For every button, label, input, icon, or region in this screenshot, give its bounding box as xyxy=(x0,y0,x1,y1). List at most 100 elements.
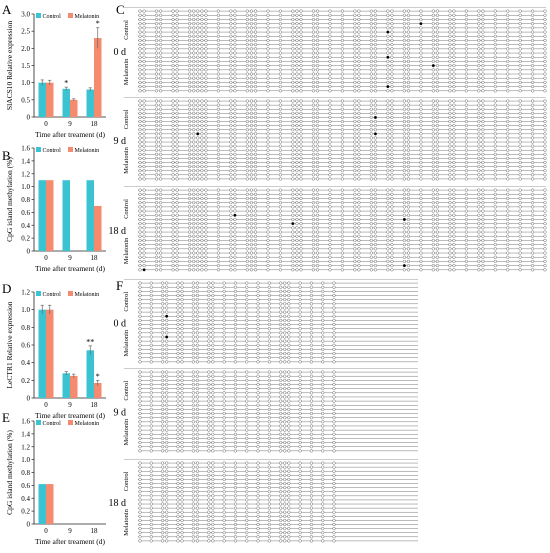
unmethylated-cpg-marker xyxy=(176,327,180,331)
unmethylated-cpg-marker xyxy=(311,38,315,42)
unmethylated-cpg-marker xyxy=(154,160,159,165)
unmethylated-cpg-marker xyxy=(233,465,237,469)
unmethylated-cpg-marker xyxy=(245,382,249,387)
unmethylated-cpg-marker xyxy=(332,395,336,399)
unmethylated-cpg-marker xyxy=(311,51,315,55)
unmethylated-cpg-marker xyxy=(287,514,291,518)
unmethylated-cpg-marker xyxy=(298,535,302,539)
unmethylated-cpg-marker xyxy=(493,43,497,47)
legend-label: Control xyxy=(43,292,62,298)
unmethylated-cpg-marker xyxy=(493,9,497,13)
unmethylated-cpg-marker xyxy=(200,255,204,259)
unmethylated-cpg-marker xyxy=(204,111,208,115)
unmethylated-cpg-marker xyxy=(267,428,271,432)
unmethylated-cpg-marker xyxy=(256,323,260,327)
unmethylated-cpg-marker xyxy=(321,535,325,539)
unmethylated-cpg-marker xyxy=(138,230,142,234)
unmethylated-cpg-marker xyxy=(222,531,226,535)
unmethylated-cpg-marker xyxy=(196,148,200,152)
unmethylated-cpg-marker xyxy=(207,514,211,518)
unmethylated-cpg-marker xyxy=(448,76,452,80)
unmethylated-cpg-marker xyxy=(357,259,361,263)
unmethylated-cpg-marker xyxy=(278,217,282,221)
timepoint-label: 18 d xyxy=(109,498,127,509)
unmethylated-cpg-marker xyxy=(222,327,226,331)
unmethylated-cpg-marker xyxy=(321,306,325,310)
unmethylated-cpg-marker xyxy=(229,226,233,230)
unmethylated-cpg-marker xyxy=(332,428,336,432)
unmethylated-cpg-marker xyxy=(233,298,237,302)
unmethylated-cpg-marker xyxy=(256,469,260,473)
unmethylated-cpg-marker xyxy=(266,209,270,213)
unmethylated-cpg-marker xyxy=(402,13,406,17)
unmethylated-cpg-marker xyxy=(180,343,184,347)
unmethylated-cpg-marker xyxy=(328,132,332,136)
unmethylated-cpg-marker xyxy=(138,374,142,378)
unmethylated-cpg-marker xyxy=(245,473,249,477)
unmethylated-cpg-marker xyxy=(188,34,192,38)
unmethylated-cpg-marker xyxy=(493,128,497,132)
unmethylated-cpg-marker xyxy=(448,17,452,22)
unmethylated-cpg-marker xyxy=(188,234,192,238)
unmethylated-cpg-marker xyxy=(543,165,547,169)
unmethylated-cpg-marker xyxy=(283,356,287,360)
legend-swatch-melatonin xyxy=(68,291,73,296)
unmethylated-cpg-marker xyxy=(390,13,394,17)
unmethylated-cpg-marker xyxy=(518,68,522,72)
unmethylated-cpg-marker xyxy=(452,103,456,107)
unmethylated-cpg-marker xyxy=(406,234,410,238)
unmethylated-cpg-marker xyxy=(196,160,200,165)
unmethylated-cpg-marker xyxy=(291,80,295,84)
unmethylated-cpg-marker xyxy=(279,502,283,506)
unmethylated-cpg-marker xyxy=(142,107,146,111)
unmethylated-cpg-marker xyxy=(196,124,200,128)
unmethylated-cpg-marker xyxy=(245,424,249,428)
unmethylated-cpg-marker xyxy=(229,268,233,272)
unmethylated-cpg-marker xyxy=(192,99,196,103)
unmethylated-cpg-marker xyxy=(176,477,180,481)
unmethylated-cpg-marker xyxy=(291,72,295,76)
unmethylated-cpg-marker xyxy=(373,188,377,192)
unmethylated-cpg-marker xyxy=(309,331,313,335)
unmethylated-cpg-marker xyxy=(287,339,291,343)
unmethylated-cpg-marker xyxy=(298,465,302,469)
unmethylated-cpg-marker xyxy=(216,17,220,22)
unmethylated-cpg-marker xyxy=(493,132,497,136)
unmethylated-cpg-marker xyxy=(298,339,302,343)
unmethylated-cpg-marker xyxy=(254,222,258,226)
unmethylated-cpg-marker xyxy=(176,347,180,351)
unmethylated-cpg-marker xyxy=(254,156,258,160)
unmethylated-cpg-marker xyxy=(204,268,208,272)
unmethylated-cpg-marker xyxy=(357,173,361,177)
unmethylated-cpg-marker xyxy=(188,22,192,26)
unmethylated-cpg-marker xyxy=(165,441,169,445)
unmethylated-cpg-marker xyxy=(431,26,435,30)
unmethylated-cpg-marker xyxy=(279,412,283,416)
y-axis-label: CpG island methylation (%) xyxy=(5,430,14,515)
unmethylated-cpg-marker xyxy=(340,17,344,22)
unmethylated-cpg-marker xyxy=(543,222,547,226)
unmethylated-cpg-marker xyxy=(149,339,153,343)
unmethylated-cpg-marker xyxy=(464,156,468,160)
unmethylated-cpg-marker xyxy=(192,64,196,68)
unmethylated-cpg-marker xyxy=(435,111,439,115)
unmethylated-cpg-marker xyxy=(216,209,220,213)
unmethylated-cpg-marker xyxy=(138,68,142,72)
unmethylated-cpg-marker xyxy=(316,64,320,68)
unmethylated-cpg-marker xyxy=(309,403,313,407)
unmethylated-cpg-marker xyxy=(254,259,258,263)
unmethylated-cpg-marker xyxy=(543,217,547,221)
unmethylated-cpg-marker xyxy=(196,99,200,103)
unmethylated-cpg-marker xyxy=(406,51,410,55)
unmethylated-cpg-marker xyxy=(332,310,336,314)
unmethylated-cpg-marker xyxy=(138,9,142,13)
unmethylated-cpg-marker xyxy=(353,136,357,140)
unmethylated-cpg-marker xyxy=(464,230,468,234)
unmethylated-cpg-marker xyxy=(229,169,233,173)
unmethylated-cpg-marker xyxy=(328,17,332,22)
unmethylated-cpg-marker xyxy=(229,255,233,259)
unmethylated-cpg-marker xyxy=(149,370,153,374)
unmethylated-cpg-marker xyxy=(321,387,325,391)
unmethylated-cpg-marker xyxy=(481,144,485,148)
unmethylated-cpg-marker xyxy=(149,477,153,481)
